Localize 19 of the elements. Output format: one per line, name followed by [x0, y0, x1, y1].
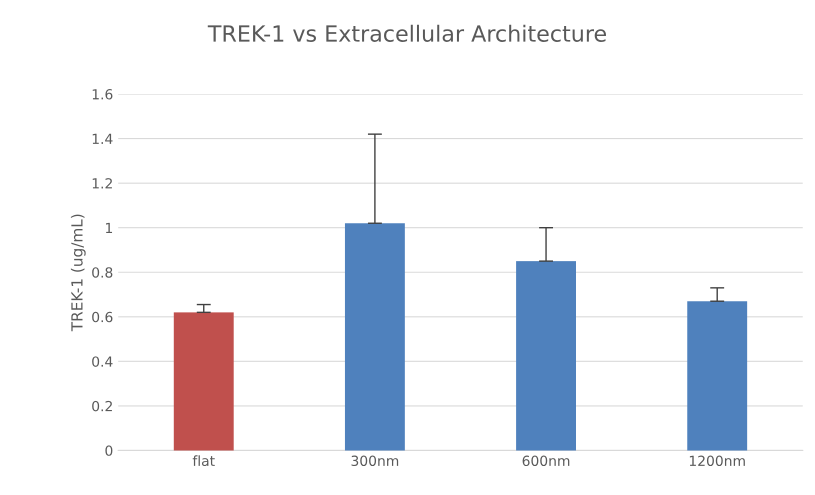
y-tick-label: 0.4 — [92, 356, 113, 367]
y-tick-label: 1 — [106, 222, 112, 233]
x-tick-label: 300nm — [352, 456, 398, 466]
y-tick-label: 0 — [105, 445, 112, 456]
x-tick-label: flat — [192, 455, 215, 466]
y-tick-label: 1.4 — [92, 134, 113, 144]
y-tick-label: 1.6 — [92, 89, 112, 100]
y-tick-label: 0.2 — [92, 400, 112, 412]
x-tick-label: 600nm — [522, 456, 570, 466]
bar — [174, 312, 234, 450]
chart-title: TREK-1 vs Extracellular Architecture — [208, 24, 606, 42]
y-tick-label: 0.6 — [92, 312, 112, 322]
y-tick-label: 0.8 — [92, 267, 112, 278]
x-tick-label: 1200nm — [690, 456, 745, 466]
bar — [687, 301, 748, 450]
bar — [344, 223, 405, 450]
y-tick-label: 1.2 — [92, 178, 112, 188]
bar — [516, 261, 576, 450]
y-axis-title: TREK-1 (ug/mL) — [70, 214, 86, 332]
